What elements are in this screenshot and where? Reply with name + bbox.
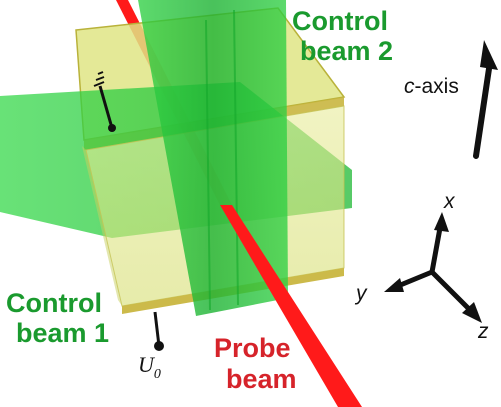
- label-c-axis: c-axis: [404, 75, 459, 98]
- probe-beam-front: [220, 205, 362, 407]
- voltage-wire: [153, 311, 164, 351]
- control-beam-2-edge-a: [205, 19, 211, 311]
- label-axis-y: y: [354, 282, 368, 305]
- label-axis-x: x: [443, 190, 456, 213]
- ground-icon: [93, 71, 116, 132]
- label-axis-z: z: [477, 320, 489, 343]
- label-probe-beam-line2: beam: [226, 364, 297, 394]
- coordinate-axes-icon: [384, 212, 482, 323]
- crystal-side: [82, 146, 122, 306]
- label-control-beam-1-line2: beam 1: [16, 318, 109, 348]
- label-probe-beam-line1: Probe: [214, 333, 291, 363]
- label-control-beam-2-line2: beam 2: [300, 36, 393, 66]
- label-control-beam-2-line1: Control: [292, 6, 388, 36]
- control-beam-2-edge-b: [233, 9, 239, 306]
- label-control-beam-1-line1: Control: [6, 288, 102, 318]
- label-voltage: U0: [138, 352, 161, 382]
- c-axis-arrow-icon: [473, 40, 498, 159]
